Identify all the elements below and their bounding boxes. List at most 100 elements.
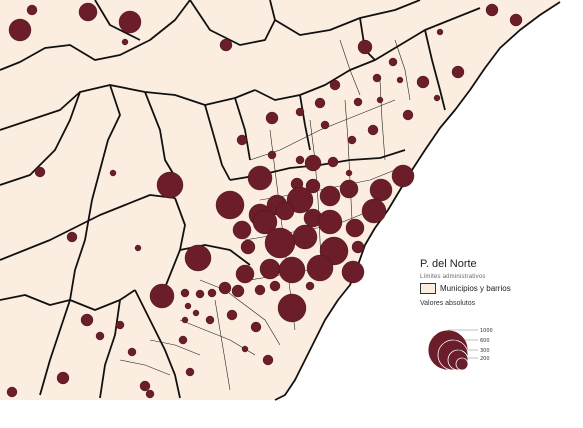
neighbourhood-symbol <box>127 347 137 357</box>
neighbourhood-symbol <box>305 178 321 194</box>
neighbourhood-symbol <box>145 389 155 399</box>
neighbourhood-symbol <box>240 239 256 255</box>
neighbourhood-symbol <box>241 345 249 353</box>
neighbourhood-symbol <box>353 97 363 107</box>
legend-value-300: 300 <box>480 348 490 354</box>
neighbourhood-symbol <box>267 150 277 160</box>
map-legend: P. del Norte Límites administrativos Mun… <box>420 258 570 371</box>
neighbourhood-symbol <box>361 198 387 224</box>
neighbourhood-symbol <box>156 171 184 199</box>
neighbourhood-symbol <box>278 256 306 284</box>
neighbourhood-symbol <box>250 321 262 333</box>
neighbourhood-symbol <box>252 209 278 235</box>
neighbourhood-symbol <box>259 258 281 280</box>
swatch-label: Municipios y barrios <box>440 284 511 293</box>
neighbourhood-symbol <box>115 320 125 330</box>
neighbourhood-symbol <box>149 283 175 309</box>
boundary-swatch <box>420 283 436 294</box>
neighbourhood-symbol <box>185 367 195 377</box>
neighbourhood-symbol <box>485 3 499 17</box>
legend-value-1000: 1000 <box>480 328 493 334</box>
legend-value-600: 600 <box>480 338 490 344</box>
neighbourhood-symbol <box>295 155 305 165</box>
neighbourhood-symbol <box>34 166 46 178</box>
legend-scale-circles: 1000 600 300 200 <box>427 328 493 371</box>
neighbourhood-symbol <box>433 94 441 102</box>
neighbourhood-symbol <box>351 240 365 254</box>
neighbourhood-symbol <box>218 281 232 295</box>
legend-value-200: 200 <box>480 356 490 362</box>
legend-circle-200 <box>455 357 469 371</box>
neighbourhood-symbol <box>391 164 415 188</box>
neighbourhood-symbol <box>357 39 373 55</box>
sea-area <box>0 400 583 428</box>
neighbourhood-symbol <box>6 386 18 398</box>
neighbourhood-symbol <box>232 220 252 240</box>
neighbourhood-symbol <box>416 75 430 89</box>
neighbourhood-symbol <box>205 315 215 325</box>
neighbourhood-symbol <box>56 371 70 385</box>
neighbourhood-symbol <box>320 120 330 130</box>
neighbourhood-symbol <box>367 124 379 136</box>
legend-values-title: Valores absolutos <box>420 300 476 307</box>
neighbourhood-symbol <box>451 65 465 79</box>
neighbourhood-symbol <box>184 244 212 272</box>
neighbourhood-symbol <box>215 190 245 220</box>
neighbourhood-symbol <box>275 201 295 221</box>
neighbourhood-symbol <box>95 331 105 341</box>
neighbourhood-symbol <box>66 231 78 243</box>
neighbourhood-symbol <box>254 284 266 296</box>
neighbourhood-symbol <box>235 264 255 284</box>
neighbourhood-symbol <box>339 179 359 199</box>
neighbourhood-symbol <box>236 134 248 146</box>
neighbourhood-symbol <box>509 13 523 27</box>
neighbourhood-symbol <box>314 97 326 109</box>
neighbourhood-symbol <box>265 111 279 125</box>
neighbourhood-symbol <box>121 38 129 46</box>
neighbourhood-symbol <box>139 380 151 392</box>
neighbourhood-symbol <box>292 224 318 250</box>
neighbourhood-symbol <box>195 289 205 299</box>
neighbourhood-symbol <box>436 28 444 36</box>
neighbourhood-symbol <box>78 2 98 22</box>
legend-swatch-row: Municipios y barrios <box>420 283 570 294</box>
neighbourhood-symbol <box>376 96 384 104</box>
neighbourhood-symbol <box>134 244 142 252</box>
neighbourhood-symbol <box>396 76 404 84</box>
neighbourhood-symbol <box>305 281 315 291</box>
neighbourhood-symbol <box>231 284 245 298</box>
neighbourhood-symbol <box>109 169 117 177</box>
neighbourhood-symbol <box>192 309 200 317</box>
neighbourhood-symbol <box>80 313 94 327</box>
neighbourhood-symbol <box>295 107 305 117</box>
neighbourhood-symbol <box>388 57 398 67</box>
administrative-boundaries <box>0 0 561 401</box>
neighbourhood-symbol <box>207 288 217 298</box>
neighbourhood-symbol <box>341 260 365 284</box>
neighbourhood-symbol <box>247 165 273 191</box>
neighbourhood-symbol <box>319 185 341 207</box>
proportional-symbols <box>6 2 523 399</box>
neighbourhood-symbol <box>180 288 190 298</box>
neighbourhood-symbol <box>369 178 393 202</box>
neighbourhood-symbol <box>402 109 414 121</box>
neighbourhood-symbol <box>317 209 343 235</box>
neighbourhood-symbol <box>8 18 32 42</box>
neighbourhood-symbol <box>181 316 189 324</box>
neighbourhood-symbol <box>304 154 322 172</box>
legend-subtitle: Límites administrativos <box>420 274 486 280</box>
neighbourhood-symbol <box>345 218 365 238</box>
neighbourhood-symbol <box>347 135 357 145</box>
neighbourhood-symbol <box>118 10 142 34</box>
neighbourhood-symbol <box>219 38 233 52</box>
legend-title: P. del Norte <box>420 258 477 270</box>
neighbourhood-symbol <box>184 302 192 310</box>
neighbourhood-symbol <box>269 280 281 292</box>
neighbourhood-symbol <box>372 73 382 83</box>
neighbourhood-symbol <box>345 169 353 177</box>
neighbourhood-symbol <box>262 354 274 366</box>
neighbourhood-symbol <box>329 79 341 91</box>
neighbourhood-symbol <box>327 156 339 168</box>
neighbourhood-symbol <box>277 293 307 323</box>
